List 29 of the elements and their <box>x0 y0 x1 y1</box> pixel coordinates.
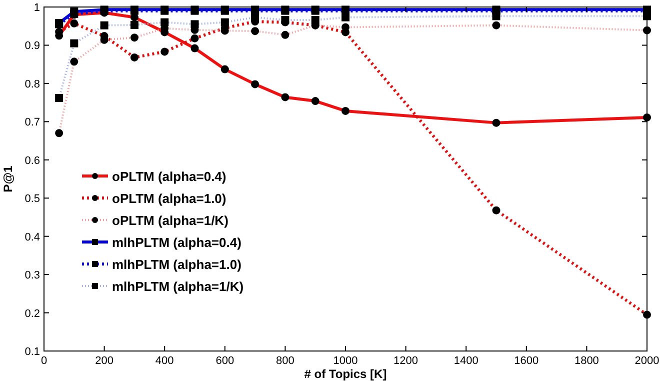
x-tick-label: 800 <box>276 355 294 367</box>
y-axis-title: P@1 <box>1 165 15 192</box>
legend-label: oPLTM (alpha=1/K) <box>112 213 228 228</box>
legend-label: mlhPLTM (alpha=1/K) <box>112 279 244 294</box>
x-axis-title: # of Topics [K] <box>304 367 387 381</box>
x-tick-label: 600 <box>216 355 234 367</box>
y-tick-label: 0.4 <box>24 231 40 244</box>
x-tick-label: 2000 <box>634 355 660 367</box>
x-tick-label: 400 <box>155 355 174 367</box>
x-tick-label: 1800 <box>574 355 599 367</box>
legend-label: oPLTM (alpha=0.4) <box>112 169 226 184</box>
y-tick-label: 0.1 <box>24 346 40 358</box>
y-tick-label: 0.6 <box>24 154 40 167</box>
y-tick-label: 0.9 <box>24 40 40 52</box>
y-tick-label: 0.3 <box>24 270 40 282</box>
y-tick-label: 1 <box>34 2 40 14</box>
x-tick-label: 1400 <box>454 355 478 367</box>
y-tick-label: 0.5 <box>24 193 40 206</box>
x-tick-label: 1600 <box>514 355 539 367</box>
x-tick-label: 200 <box>95 355 114 367</box>
x-tick-label: 1200 <box>394 355 418 367</box>
x-tick-label: 0 <box>40 355 48 367</box>
x-tick-label: 1000 <box>333 355 358 367</box>
y-tick-label: 0.8 <box>24 78 40 90</box>
y-tick-label: 0.7 <box>24 116 40 129</box>
legend-label: oPLTM (alpha=1.0) <box>112 191 226 206</box>
legend-label: mlhPLTM (alpha=1.0) <box>112 257 242 272</box>
y-tick-label: 0.2 <box>24 308 40 320</box>
legend-label: mlhPLTM (alpha=0.4) <box>112 235 242 250</box>
